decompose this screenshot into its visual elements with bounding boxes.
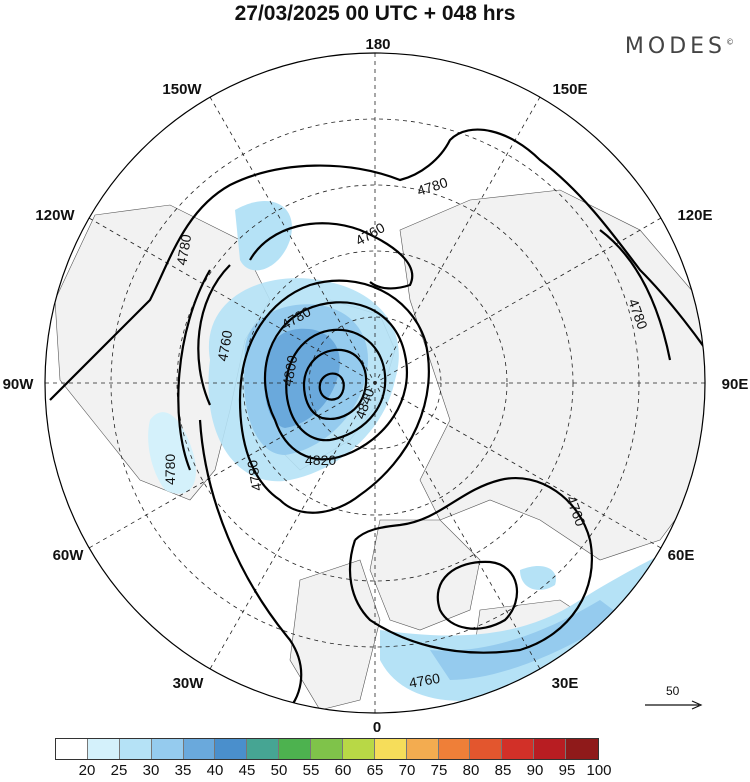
colorbar-swatch — [566, 739, 598, 759]
meridian-label: 90E — [722, 376, 749, 393]
contour-4820 — [285, 328, 387, 442]
contour-label: 4780 — [173, 233, 194, 267]
colorbar-swatch — [470, 739, 503, 759]
colorbar-swatch — [87, 739, 120, 759]
wind-reference-value: 50 — [666, 684, 680, 698]
meridian-label: 150E — [552, 81, 587, 98]
meridian-label: 30W — [173, 675, 205, 692]
brand-name: MODES — [624, 34, 726, 59]
contour-4760-atl — [198, 419, 303, 713]
colorbar-tick-label: 45 — [238, 762, 256, 779]
polar-map: 4780 4760 4780 4780 4760 4780 4800 4840 … — [3, 36, 749, 736]
colorbar-tick-label: 75 — [430, 762, 448, 779]
meridian-label: 90W — [3, 376, 35, 393]
graticule — [45, 53, 705, 713]
colorbar-tick-label: 95 — [558, 762, 576, 779]
colorbar-ticks: 20 25 30 35 40 45 50 55 60 65 70 75 80 85 90 95 100 — [55, 762, 705, 782]
meridian-labels: 180 150E 120E 90E 60E 30E 0 30W 60W 90W … — [3, 36, 749, 736]
colorbar-swatch — [279, 739, 311, 759]
colorbar-swatch — [56, 739, 88, 759]
contour-4800 — [263, 301, 408, 461]
colorbar-swatch — [119, 739, 152, 759]
contour-4780-east — [599, 229, 672, 361]
contour-4760-west — [197, 264, 231, 406]
contour-label: 4760 — [214, 329, 235, 363]
colorbar-tick-label: 70 — [398, 762, 416, 779]
colorbar-tick-label: 60 — [334, 762, 352, 779]
colorbar — [55, 738, 599, 760]
colorbar-tick-label: 30 — [142, 762, 160, 779]
contour-label: 4780 — [244, 459, 265, 493]
colorbar-swatch — [342, 739, 375, 759]
contour-4740-europe — [436, 560, 519, 630]
meridian-label: 30E — [552, 675, 579, 692]
contour-4780-outer — [49, 128, 705, 401]
colorbar-swatch — [247, 739, 280, 759]
colorbar-tick-label: 85 — [494, 762, 512, 779]
colorbar-tick-label: 90 — [526, 762, 544, 779]
colorbar-swatch — [215, 739, 248, 759]
colorbar-tick-label: 20 — [78, 762, 96, 779]
colorbar-swatch — [502, 739, 535, 759]
contour-4780-west — [177, 269, 211, 471]
copyright-mark: © — [726, 37, 734, 47]
meridian-label: 0 — [373, 719, 381, 736]
colorbar-tick-label: 25 — [110, 762, 128, 779]
contour-4840 — [302, 348, 368, 420]
colorbar-swatch — [406, 739, 439, 759]
colorbar-tick-label: 50 — [270, 762, 288, 779]
meridian-label: 120W — [35, 207, 75, 224]
colorbar-tick-label: 65 — [366, 762, 384, 779]
wind-reference-arrow-icon — [645, 700, 703, 710]
colorbar-tick-label: 55 — [302, 762, 320, 779]
contour-label: 4820 — [305, 452, 336, 468]
map-title: 27/03/2025 00 UTC + 048 hrs — [234, 2, 516, 25]
colorbar-tick-label: 40 — [206, 762, 224, 779]
wind-shading — [148, 201, 690, 701]
meridian-label: 60E — [668, 547, 695, 564]
colorbar-swatch — [374, 739, 407, 759]
map-boundary — [44, 52, 706, 714]
meridian-label: 60W — [53, 547, 85, 564]
meridian-label: 150W — [162, 81, 202, 98]
colorbar-swatch — [534, 739, 566, 759]
colorbar-swatch — [311, 739, 343, 759]
colorbar-swatch — [183, 739, 216, 759]
contour-4760-north — [249, 222, 414, 290]
contour-label: 4760 — [408, 670, 442, 691]
colorbar-tick-label: 80 — [462, 762, 480, 779]
contour-4780-sw — [238, 279, 430, 514]
brand-logo: MODES© — [625, 34, 734, 59]
contour-4760-europe — [348, 477, 593, 654]
height-contours — [49, 128, 705, 713]
contour-label: 4800 — [279, 354, 300, 388]
colorbar-swatch — [438, 739, 471, 759]
meridian-label: 180 — [365, 36, 390, 53]
contour-low-center — [318, 372, 345, 401]
colorbar-tick-label: 35 — [174, 762, 192, 779]
colorbar-swatch — [151, 739, 184, 759]
colorbar-tick-label: 100 — [586, 762, 612, 779]
contour-label: 4780 — [162, 454, 178, 485]
meridian-label: 120E — [677, 207, 712, 224]
